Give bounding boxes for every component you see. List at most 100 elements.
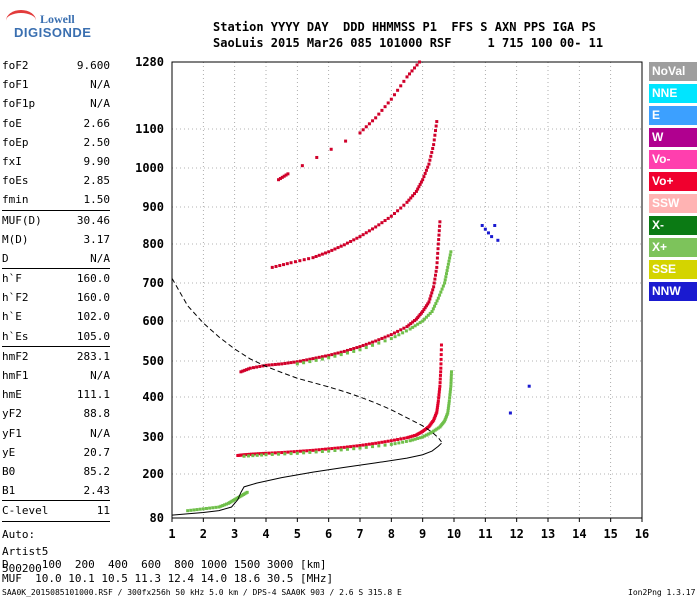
data-point xyxy=(241,369,245,373)
data-point xyxy=(260,453,264,457)
data-point xyxy=(371,340,375,344)
header-line2: SaoLuis 2015 Mar26 085 101000 RSF 1 715 … xyxy=(213,36,604,50)
data-point xyxy=(273,362,277,366)
data-point xyxy=(277,362,281,366)
data-point xyxy=(349,239,353,243)
data-point xyxy=(298,259,302,263)
param-row: D N/A xyxy=(2,249,110,268)
data-point xyxy=(438,387,442,391)
x-tick-label: 9 xyxy=(419,527,426,541)
param-key: h`Es xyxy=(2,329,29,343)
data-point xyxy=(333,446,337,450)
data-point xyxy=(358,446,362,450)
data-point xyxy=(377,341,381,345)
data-point xyxy=(421,178,425,182)
footer-version: Ion2Png 1.3.17 xyxy=(628,588,696,597)
data-point xyxy=(349,347,353,351)
param-row: yF1 N/A xyxy=(2,424,110,443)
data-point xyxy=(434,413,438,417)
param-key: h`E xyxy=(2,310,22,324)
legend-entry: X+ xyxy=(649,238,697,257)
data-point xyxy=(437,396,441,400)
data-point xyxy=(389,97,393,101)
data-point xyxy=(255,453,259,457)
param-value: 2.66 xyxy=(83,116,111,130)
param-row: fmin 1.50 xyxy=(2,190,110,209)
data-point xyxy=(411,194,415,198)
x-tick-label: 6 xyxy=(325,527,332,541)
data-point xyxy=(330,353,334,357)
data-point xyxy=(389,214,393,218)
logo-swoosh-icon xyxy=(6,10,36,31)
data-point xyxy=(439,366,443,370)
data-point xyxy=(438,377,442,381)
param-key: M(D) xyxy=(2,232,29,246)
data-point xyxy=(436,401,440,405)
param-key: h`F2 xyxy=(2,291,29,305)
data-point xyxy=(305,449,309,453)
data-point xyxy=(285,262,289,266)
data-point xyxy=(264,363,268,367)
data-point xyxy=(439,290,443,294)
param-row: foE 2.66 xyxy=(2,114,110,133)
legend-entry: W xyxy=(649,128,697,147)
data-point xyxy=(278,177,282,181)
param-row: h`Es 105.0 xyxy=(2,327,110,346)
data-point xyxy=(424,304,428,308)
data-point xyxy=(438,224,442,228)
data-point xyxy=(311,256,315,260)
data-point xyxy=(377,223,381,227)
data-point xyxy=(248,452,252,456)
param-key: foF2 xyxy=(2,59,29,72)
param-row: MUF(D) 30.46 xyxy=(2,209,110,230)
data-point xyxy=(423,171,427,175)
logo-line2: DIGISONDE xyxy=(14,25,92,40)
data-point xyxy=(277,452,281,456)
data-point xyxy=(345,445,349,449)
x-tick-label: 10 xyxy=(447,527,461,541)
data-point xyxy=(358,348,362,352)
data-point xyxy=(446,411,450,415)
data-point xyxy=(336,246,340,250)
data-point xyxy=(415,63,419,67)
data-point xyxy=(274,264,278,268)
data-point xyxy=(245,368,249,372)
data-point xyxy=(435,120,439,124)
data-point xyxy=(444,414,448,418)
param-key: B1 xyxy=(2,484,16,498)
data-point xyxy=(434,269,438,273)
data-point xyxy=(433,428,437,432)
data-point xyxy=(447,401,451,405)
data-point xyxy=(374,441,378,445)
data-point xyxy=(383,219,387,223)
param-value: 2.43 xyxy=(83,484,111,498)
y-tick-label: 500 xyxy=(142,354,164,368)
data-point xyxy=(434,273,438,277)
param-key: h`F xyxy=(2,272,22,286)
data-point xyxy=(315,155,319,159)
data-point xyxy=(429,294,433,298)
data-point xyxy=(295,449,299,453)
data-point xyxy=(198,507,202,511)
legend-entry: NoVal xyxy=(649,62,697,81)
data-point xyxy=(407,435,411,439)
data-point xyxy=(292,450,296,454)
data-point xyxy=(364,346,368,350)
data-point xyxy=(284,173,288,177)
data-point xyxy=(358,444,362,448)
data-point xyxy=(437,233,441,237)
x-tick-label: 4 xyxy=(262,527,269,541)
data-point xyxy=(396,209,400,213)
data-point xyxy=(396,329,400,333)
data-point xyxy=(239,370,243,374)
param-key: yE xyxy=(2,445,16,459)
data-point xyxy=(418,182,422,186)
data-point xyxy=(277,178,281,182)
footer-muf-line: MUF 10.0 10.1 10.5 11.3 12.4 14.0 18.6 3… xyxy=(2,572,334,585)
data-point xyxy=(402,326,406,330)
data-point xyxy=(386,334,390,338)
data-point xyxy=(367,341,371,345)
x-tick-label: 8 xyxy=(388,527,395,541)
data-point xyxy=(413,437,417,441)
